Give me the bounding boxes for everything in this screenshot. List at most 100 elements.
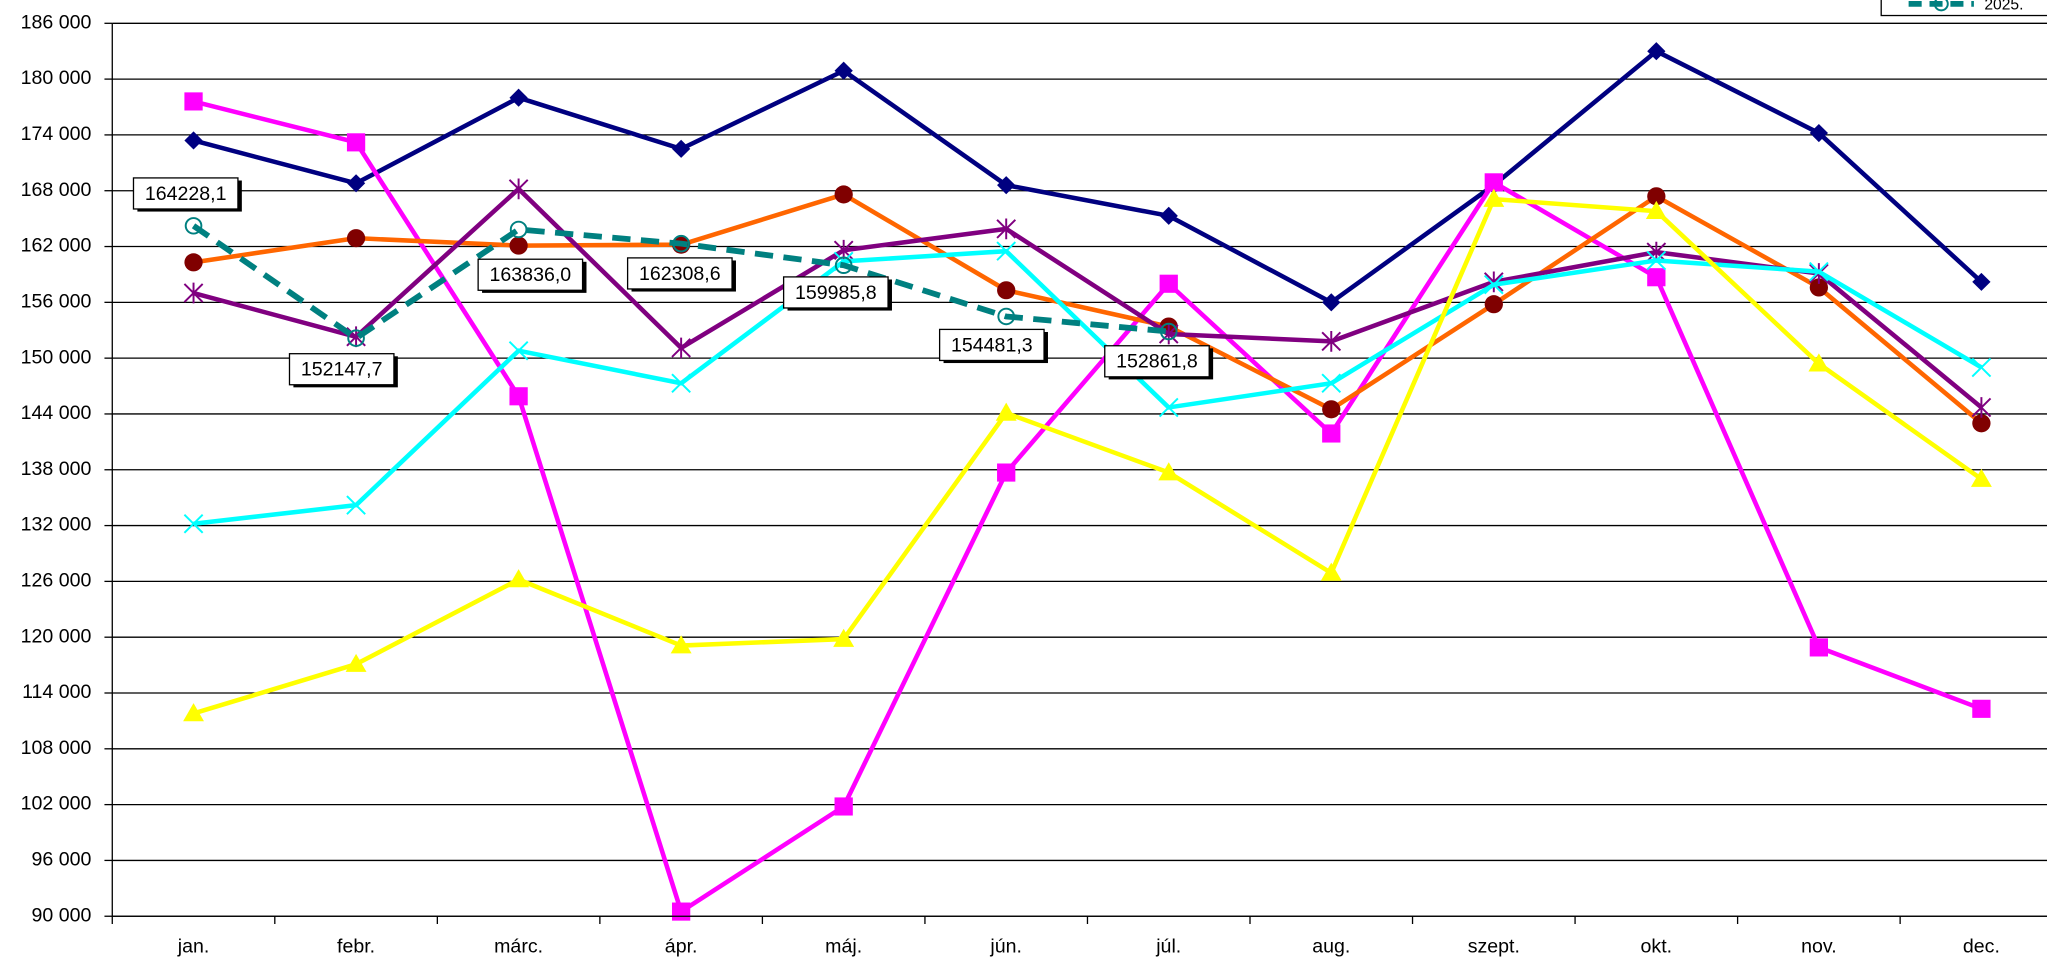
data-label: 162308,6 — [639, 263, 721, 285]
marker — [671, 337, 691, 359]
marker — [509, 220, 528, 239]
marker — [670, 635, 692, 654]
marker — [1972, 272, 1991, 291]
x-tick-label: febr. — [337, 936, 375, 958]
marker — [997, 307, 1016, 326]
marker — [833, 628, 855, 647]
x-tick-label: márc. — [494, 936, 543, 958]
y-tick-label: 162 000 — [21, 235, 92, 257]
marker — [1159, 274, 1178, 293]
marker — [183, 703, 204, 722]
marker — [346, 133, 366, 152]
y-tick-label: 150 000 — [21, 346, 92, 368]
y-tick-label: 132 000 — [21, 514, 92, 536]
marker — [1809, 278, 1829, 297]
marker — [1972, 414, 1991, 433]
marker — [1972, 699, 1991, 718]
data-label: 159985,8 — [795, 282, 877, 304]
marker — [995, 402, 1017, 421]
series-line — [192, 196, 1983, 716]
marker — [1321, 331, 1342, 352]
legend-label: 2025. — [1984, 0, 2023, 13]
marker — [997, 176, 1016, 195]
data-label: 152147,7 — [301, 359, 383, 381]
series-line — [192, 48, 1983, 305]
marker — [1971, 397, 1992, 418]
data-label: 154481,3 — [951, 334, 1033, 356]
marker — [997, 463, 1016, 482]
marker — [346, 174, 366, 193]
y-tick-label: 102 000 — [21, 793, 92, 815]
y-tick-label: 186 000 — [21, 12, 92, 34]
x-tick-label: nov. — [1801, 936, 1837, 958]
marker — [671, 902, 691, 921]
x-tick-label: jan. — [177, 936, 210, 958]
label-box — [938, 328, 1045, 362]
marker — [1322, 293, 1341, 312]
marker — [1322, 424, 1341, 443]
y-tick-label: 90 000 — [32, 904, 92, 926]
marker — [1646, 250, 1667, 271]
label-box — [477, 258, 584, 291]
marker — [671, 139, 691, 158]
marker — [1483, 274, 1504, 295]
marker — [834, 185, 853, 204]
marker — [1809, 261, 1829, 282]
marker — [1484, 173, 1503, 192]
marker — [1158, 397, 1179, 418]
marker — [834, 256, 853, 274]
marker — [347, 329, 365, 347]
y-tick-label: 174 000 — [21, 123, 92, 145]
data-label: 164228,1 — [145, 183, 227, 205]
x-tick-label: jún. — [989, 936, 1022, 958]
marker — [346, 495, 366, 515]
marker — [1971, 357, 1992, 378]
x-tick-label: dec. — [1963, 936, 2000, 958]
y-tick-label: 96 000 — [32, 849, 92, 871]
marker — [996, 218, 1017, 240]
marker — [183, 513, 204, 534]
marker — [1970, 468, 1992, 487]
legend-box — [1880, 0, 2047, 17]
y-tick-label: 144 000 — [21, 402, 92, 424]
data-label: 152861,8 — [1116, 351, 1198, 373]
marker — [1645, 200, 1667, 219]
marker — [1484, 295, 1503, 314]
y-tick-label: 168 000 — [21, 179, 92, 201]
series-line — [193, 192, 1983, 425]
marker — [509, 236, 528, 255]
marker — [1647, 187, 1666, 206]
marker — [1483, 188, 1505, 207]
marker — [996, 241, 1017, 261]
marker — [671, 373, 691, 394]
marker — [1321, 373, 1342, 394]
marker — [834, 797, 853, 816]
x-tick-label: máj. — [825, 936, 862, 958]
marker — [508, 569, 530, 588]
marker — [508, 178, 529, 200]
series-line — [192, 99, 1983, 914]
marker — [1647, 268, 1666, 287]
marker — [184, 217, 203, 235]
marker — [1809, 123, 1829, 143]
marker — [1322, 400, 1341, 419]
series-line — [193, 248, 1983, 526]
marker — [1320, 562, 1342, 581]
label-box — [626, 257, 733, 290]
marker — [508, 340, 529, 361]
marker — [184, 253, 203, 272]
y-tick-label: 180 000 — [21, 67, 92, 89]
marker — [1159, 206, 1178, 225]
marker — [1808, 353, 1830, 372]
y-tick-label: 138 000 — [21, 458, 92, 480]
y-tick-label: 114 000 — [22, 681, 91, 703]
marker — [1158, 462, 1180, 481]
marker — [1159, 322, 1178, 341]
label-box — [1104, 345, 1210, 378]
x-tick-label: aug. — [1312, 936, 1350, 958]
legend-marker — [1933, 0, 1949, 12]
marker — [672, 234, 690, 253]
series-line — [192, 186, 1983, 410]
